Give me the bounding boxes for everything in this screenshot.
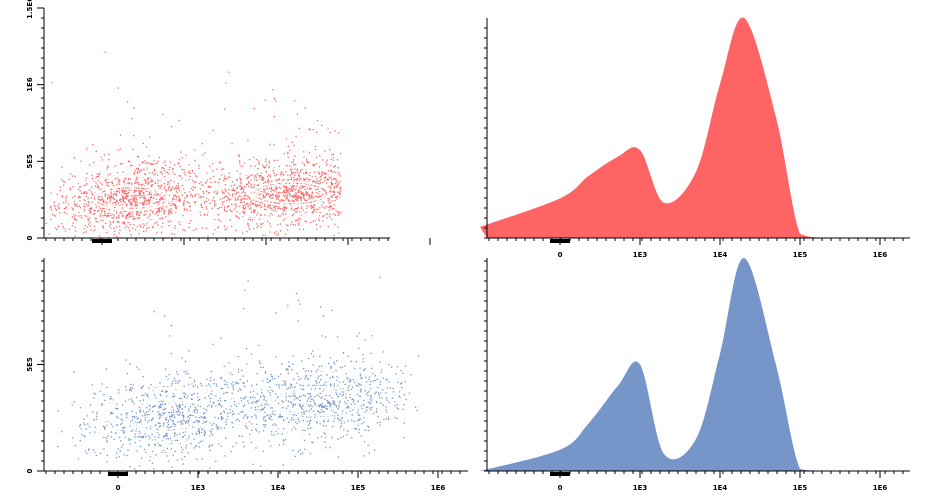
top-left-contour-outer bbox=[67, 166, 350, 223]
top-right-y-axis bbox=[484, 18, 488, 239]
bottom-left-x-axis: 0 1E3 1E4 1E5 1E6 bbox=[44, 470, 468, 492]
bottom-left-x-tick-label: 1E5 bbox=[351, 484, 366, 492]
bottom-right-y-axis bbox=[484, 258, 488, 472]
bottom-right-x-tick-label: 0 bbox=[558, 484, 563, 492]
bottom-right-x-tick-label: 1E3 bbox=[633, 484, 648, 492]
bottom-left-dot-cloud bbox=[57, 276, 420, 470]
bottom-left-contour-outer bbox=[105, 371, 376, 444]
bottom-left-dots bbox=[57, 276, 420, 470]
top-left-contour-inner bbox=[256, 183, 326, 204]
top-right-x-tick-label: 1E3 bbox=[633, 251, 648, 259]
top-left-y-tick-label: 0 bbox=[26, 235, 34, 240]
top-left-contour-inner bbox=[96, 188, 166, 208]
top-left-contour-inner bbox=[251, 180, 330, 207]
bottom-left-contours bbox=[105, 371, 376, 444]
bottom-left-contour-inner bbox=[271, 385, 362, 420]
bottom-left-x-tick-label: 1E6 bbox=[431, 484, 446, 492]
top-right-x-axis: 0 1E3 1E4 1E5 1E6 bbox=[487, 237, 910, 259]
top-right-histogram-area bbox=[480, 17, 825, 238]
top-left-y-axis: 0 5E5 1E6 1.5E6 bbox=[26, 0, 45, 240]
top-right-x-tick-label: 1E5 bbox=[793, 251, 808, 259]
bottom-left-y-tick-label: 0 bbox=[26, 468, 34, 473]
top-left-contour-inner bbox=[91, 185, 170, 212]
top-right-x-tick-label: 0 bbox=[558, 251, 563, 259]
bottom-left-contour-inner bbox=[127, 402, 209, 430]
bottom-left-x-tick-label: 1E3 bbox=[191, 484, 206, 492]
bottom-right-x-tick-label: 1E6 bbox=[873, 484, 888, 492]
bottom-right-x-axis: 0 1E3 1E4 1E5 1E6 bbox=[487, 470, 910, 492]
top-left-y-tick-label: 5E5 bbox=[26, 154, 34, 169]
top-left-dots bbox=[45, 51, 342, 238]
top-left-x-axis bbox=[44, 237, 431, 245]
bottom-right-x-tick-label: 1E4 bbox=[713, 484, 728, 492]
top-left-y-tick-label: 1.5E6 bbox=[26, 0, 34, 19]
bottom-right-histogram-area bbox=[480, 257, 825, 471]
bottom-left-contour-inner bbox=[275, 389, 357, 417]
top-left-y-tick-label: 1E6 bbox=[26, 77, 34, 92]
bottom-left-y-tick-label: 5E5 bbox=[26, 357, 34, 372]
bottom-left-x-tick-label: 0 bbox=[116, 484, 121, 492]
top-left-dot-cloud bbox=[45, 51, 342, 238]
bottom-right-x-tick-label: 1E5 bbox=[793, 484, 808, 492]
top-right-x-tick-label: 1E6 bbox=[873, 251, 888, 259]
top-left-contours bbox=[67, 166, 350, 223]
bottom-left-x-tick-label: 1E4 bbox=[271, 484, 286, 492]
top-right-x-tick-label: 1E4 bbox=[713, 251, 728, 259]
bottom-left-contour-inner bbox=[123, 398, 214, 433]
bottom-left-y-axis: 0 5E5 bbox=[26, 258, 45, 473]
